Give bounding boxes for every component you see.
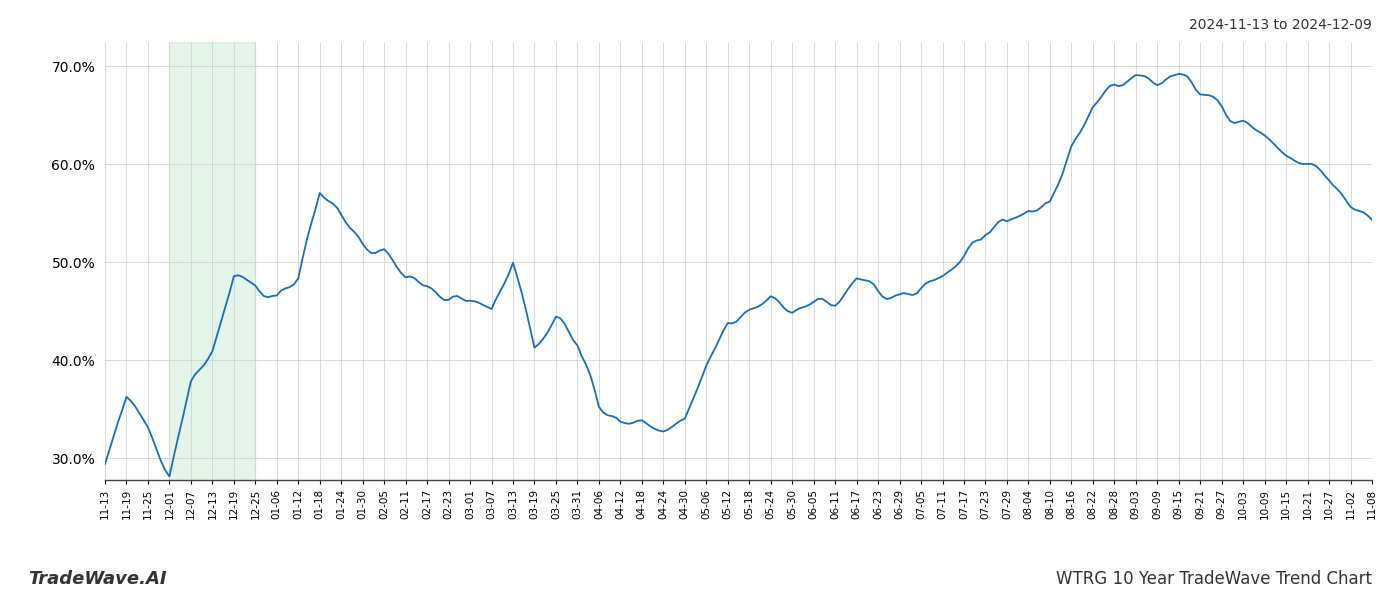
- Bar: [169, 42, 255, 480]
- Text: TradeWave.AI: TradeWave.AI: [28, 570, 167, 588]
- Text: WTRG 10 Year TradeWave Trend Chart: WTRG 10 Year TradeWave Trend Chart: [1056, 570, 1372, 588]
- Text: 2024-11-13 to 2024-12-09: 2024-11-13 to 2024-12-09: [1189, 18, 1372, 32]
